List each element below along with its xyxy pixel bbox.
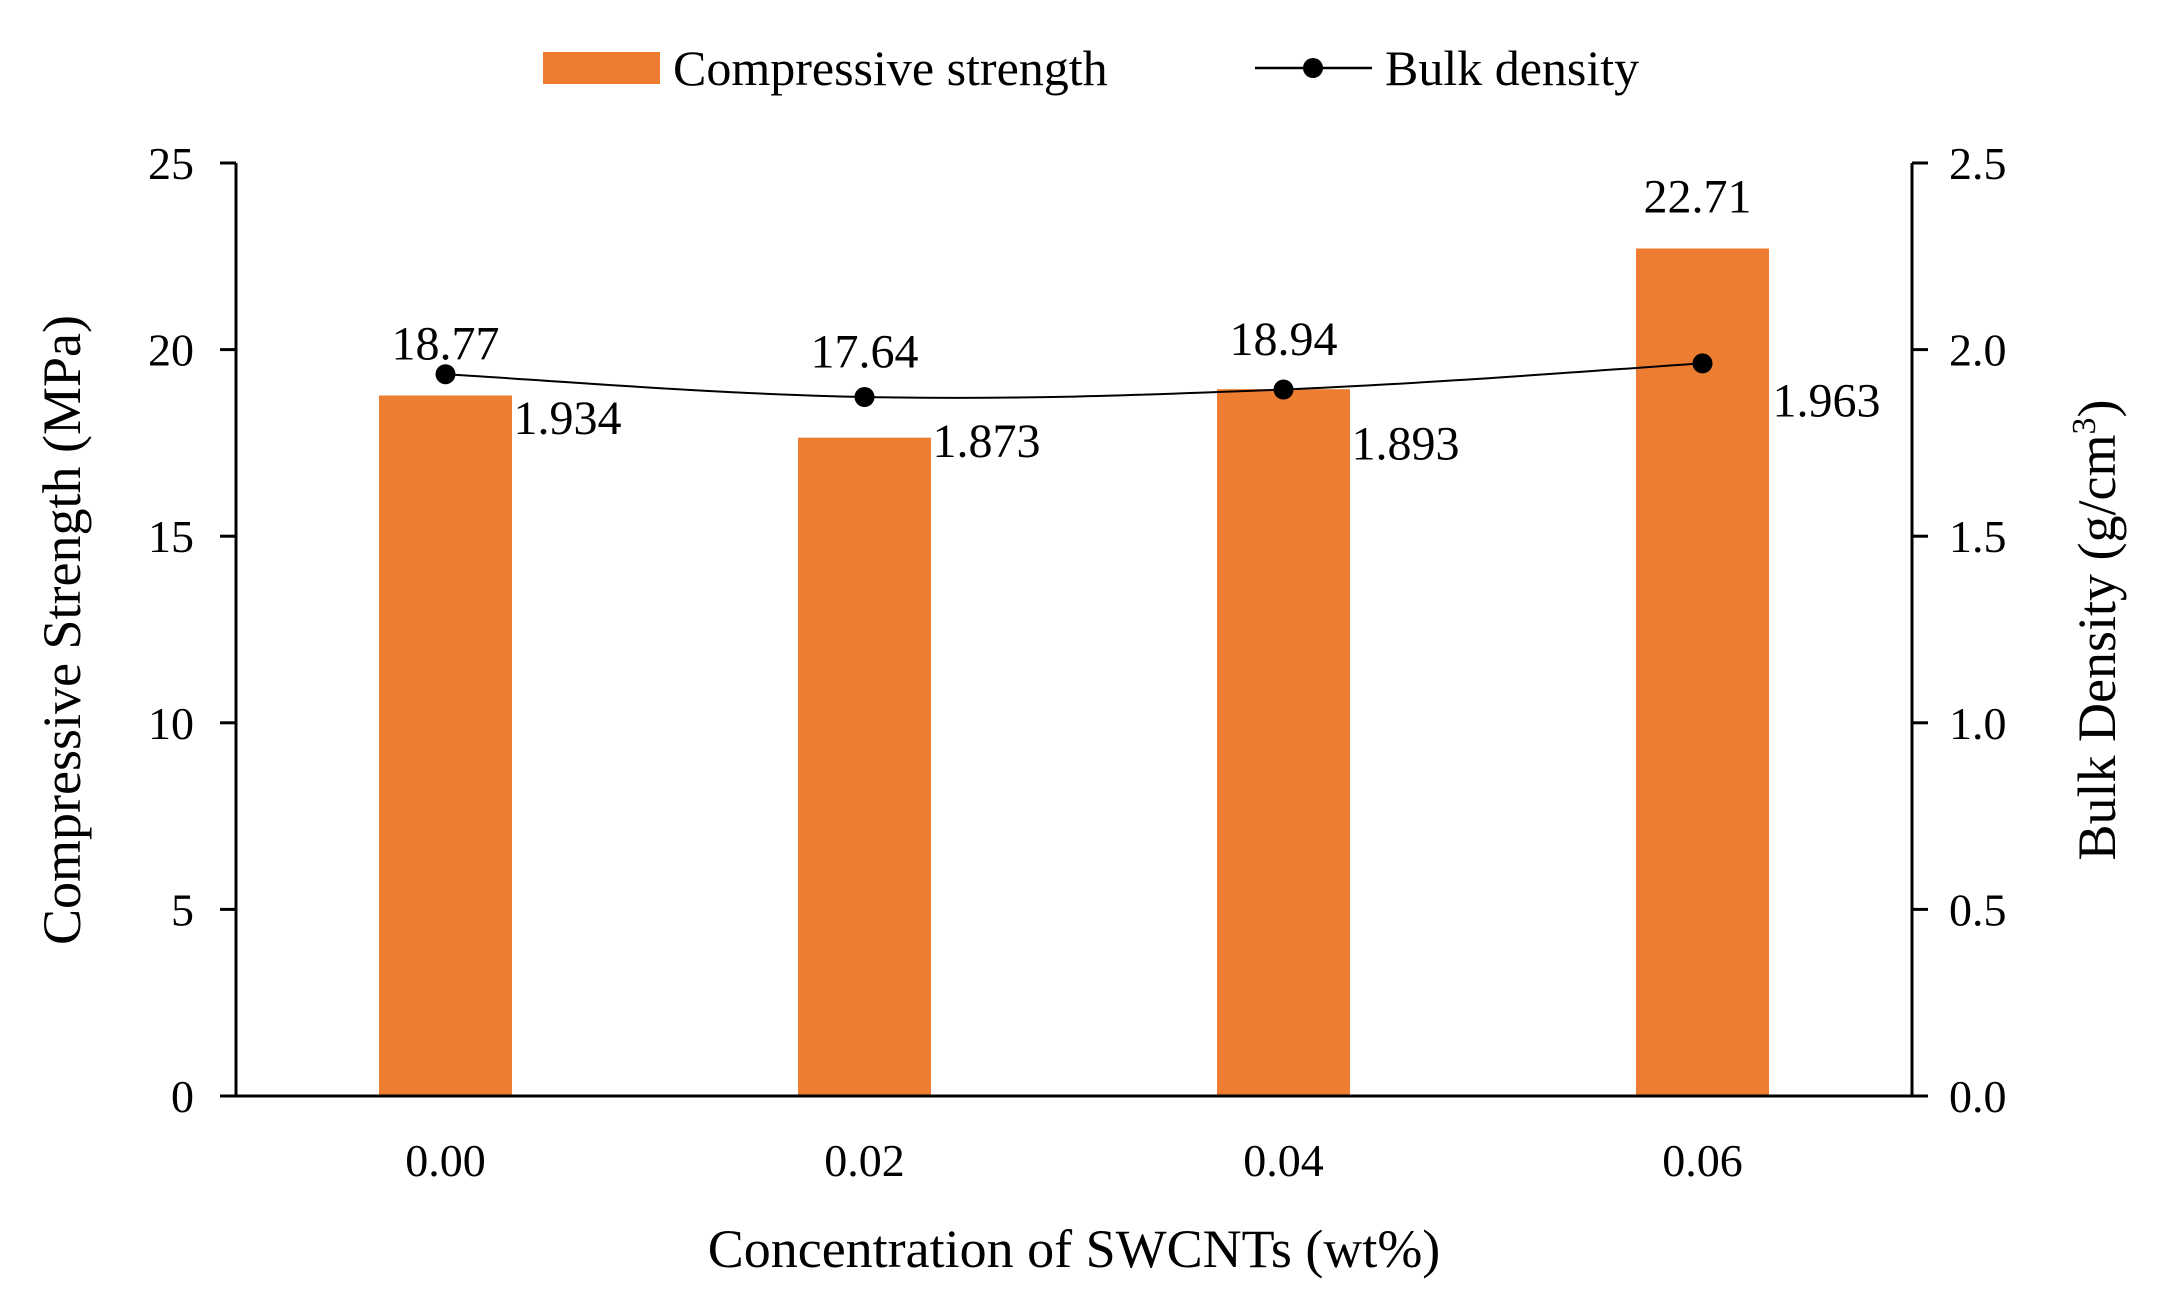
axes <box>234 163 1914 1098</box>
bar-data-label: 17.64 <box>811 326 919 379</box>
legend-bar-swatch <box>543 52 660 84</box>
bar-data-label: 18.94 <box>1230 313 1338 366</box>
x-tick-label: 0.04 <box>1243 1135 1324 1186</box>
plot-area: 0 5 10 15 20 25 0.0 0.5 1.0 1.5 2.0 2.5 0.00 0.02 0.04… <box>148 138 2007 1186</box>
y-axis-right-title-sup: 3 <box>2066 418 2103 435</box>
y-right-tick-label: 0.0 <box>1949 1071 2007 1122</box>
y-right-tick-label: 1.0 <box>1949 698 2007 749</box>
point-bulk-density <box>1273 379 1294 400</box>
line-data-label: 1.873 <box>933 415 1041 468</box>
bar-compressive-strength <box>1217 389 1350 1097</box>
y-axis-right-title-main: Bulk Density (g/cm <box>2067 435 2127 861</box>
line-data-label: 1.893 <box>1352 418 1460 471</box>
y-left-tick-label: 20 <box>148 325 194 376</box>
line-bulk-density <box>445 362 1703 399</box>
y-left-tick-label: 15 <box>148 511 194 562</box>
legend-line-label: Bulk density <box>1385 40 1639 96</box>
point-bulk-density <box>1692 353 1713 374</box>
legend: Compressive strength Bulk density <box>543 40 1639 96</box>
y-left-tick-label: 5 <box>171 884 194 935</box>
y-axis-left-title: Compressive Strength (MPa) <box>32 315 92 945</box>
legend-line-marker <box>1303 58 1323 78</box>
y-left-tick-label: 25 <box>148 138 194 189</box>
bar-compressive-strength <box>798 437 931 1097</box>
x-tick-label: 0.02 <box>824 1135 905 1186</box>
y-axis-right-title-close: ) <box>2067 400 2127 418</box>
y-axis-right-title: Bulk Density (g/cm3) <box>2066 400 2127 861</box>
point-bulk-density <box>854 386 875 407</box>
y-left-tick-label: 0 <box>171 1071 194 1122</box>
y-right-tick-label: 1.5 <box>1949 511 2007 562</box>
bar-data-label: 22.71 <box>1644 170 1752 223</box>
legend-bar-label: Compressive strength <box>673 40 1108 96</box>
bar-compressive-strength <box>1636 248 1769 1097</box>
y-left-tick-label: 10 <box>148 698 194 749</box>
x-axis-title: Concentration of SWCNTs (wt%) <box>708 1219 1441 1279</box>
y-right-tick-label: 0.5 <box>1949 884 2007 935</box>
line-data-label: 1.963 <box>1773 374 1881 427</box>
bar-data-label: 18.77 <box>392 318 500 371</box>
x-tick-label: 0.00 <box>405 1135 486 1186</box>
y-right-tick-label: 2.5 <box>1949 138 2007 189</box>
x-tick-label: 0.06 <box>1662 1135 1743 1186</box>
point-bulk-density <box>435 364 456 385</box>
line-data-label: 1.934 <box>514 392 622 445</box>
y-right-tick-label: 2.0 <box>1949 325 2007 376</box>
bar-compressive-strength <box>379 395 512 1096</box>
